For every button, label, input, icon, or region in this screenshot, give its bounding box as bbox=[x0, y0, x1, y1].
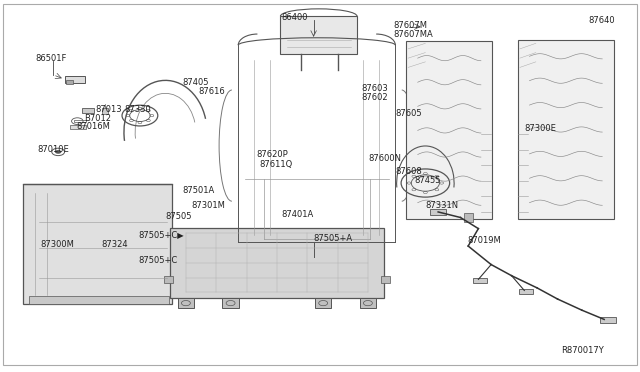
Bar bbox=[315, 298, 332, 308]
Text: 86400: 86400 bbox=[281, 13, 308, 22]
Text: 87640: 87640 bbox=[588, 16, 615, 25]
Bar bbox=[177, 298, 194, 308]
Text: 87300M: 87300M bbox=[40, 240, 74, 249]
Bar bbox=[164, 276, 173, 283]
Text: B7012: B7012 bbox=[84, 114, 111, 123]
Text: 87324: 87324 bbox=[102, 240, 128, 249]
Bar bbox=[406, 41, 492, 219]
Text: 87300E: 87300E bbox=[524, 124, 556, 134]
Text: 87616: 87616 bbox=[198, 87, 225, 96]
Bar bbox=[102, 108, 108, 114]
Text: 87331N: 87331N bbox=[426, 201, 458, 210]
Text: 87455: 87455 bbox=[415, 176, 441, 185]
Bar bbox=[29, 296, 169, 304]
Text: 87330: 87330 bbox=[124, 105, 150, 114]
Bar bbox=[430, 209, 447, 215]
Bar bbox=[23, 184, 172, 304]
Bar bbox=[280, 16, 357, 54]
Bar bbox=[464, 214, 472, 222]
Text: 87505+C▶: 87505+C▶ bbox=[138, 230, 184, 240]
Bar bbox=[222, 298, 239, 308]
Bar bbox=[83, 108, 94, 113]
Text: 87401A: 87401A bbox=[282, 210, 314, 219]
Text: 86501F: 86501F bbox=[36, 54, 67, 62]
Text: 87405: 87405 bbox=[182, 78, 209, 87]
Text: 87608: 87608 bbox=[396, 167, 422, 176]
Bar bbox=[381, 276, 390, 283]
Bar bbox=[170, 228, 384, 298]
Bar bbox=[473, 278, 487, 283]
Bar bbox=[66, 80, 74, 84]
Text: 87013: 87013 bbox=[95, 105, 122, 114]
Text: 87505+A: 87505+A bbox=[314, 234, 353, 243]
Bar bbox=[600, 317, 616, 323]
Text: 87501A: 87501A bbox=[182, 186, 215, 195]
Text: 87620P: 87620P bbox=[256, 150, 288, 158]
Bar bbox=[65, 76, 85, 83]
Bar bbox=[519, 289, 533, 294]
Text: 87607M: 87607M bbox=[394, 22, 428, 31]
Text: R870017Y: R870017Y bbox=[561, 346, 604, 355]
Text: 87505+C: 87505+C bbox=[138, 256, 177, 264]
Text: 87010E: 87010E bbox=[38, 145, 70, 154]
Circle shape bbox=[55, 150, 61, 154]
Bar bbox=[70, 125, 86, 129]
Text: 87505: 87505 bbox=[166, 212, 192, 221]
Text: 87611Q: 87611Q bbox=[259, 160, 292, 169]
Bar bbox=[307, 256, 320, 260]
Text: 87600N: 87600N bbox=[368, 154, 401, 163]
Text: 87019M: 87019M bbox=[467, 236, 500, 246]
Text: 87602: 87602 bbox=[362, 93, 388, 102]
Text: 87301M: 87301M bbox=[191, 201, 225, 210]
Text: 87016M: 87016M bbox=[76, 122, 110, 131]
Bar bbox=[74, 120, 86, 122]
Text: 87603: 87603 bbox=[362, 84, 388, 93]
Text: 87607MA: 87607MA bbox=[394, 30, 433, 39]
Bar bbox=[360, 298, 376, 308]
Text: 87605: 87605 bbox=[396, 109, 422, 118]
Bar bbox=[518, 39, 614, 219]
